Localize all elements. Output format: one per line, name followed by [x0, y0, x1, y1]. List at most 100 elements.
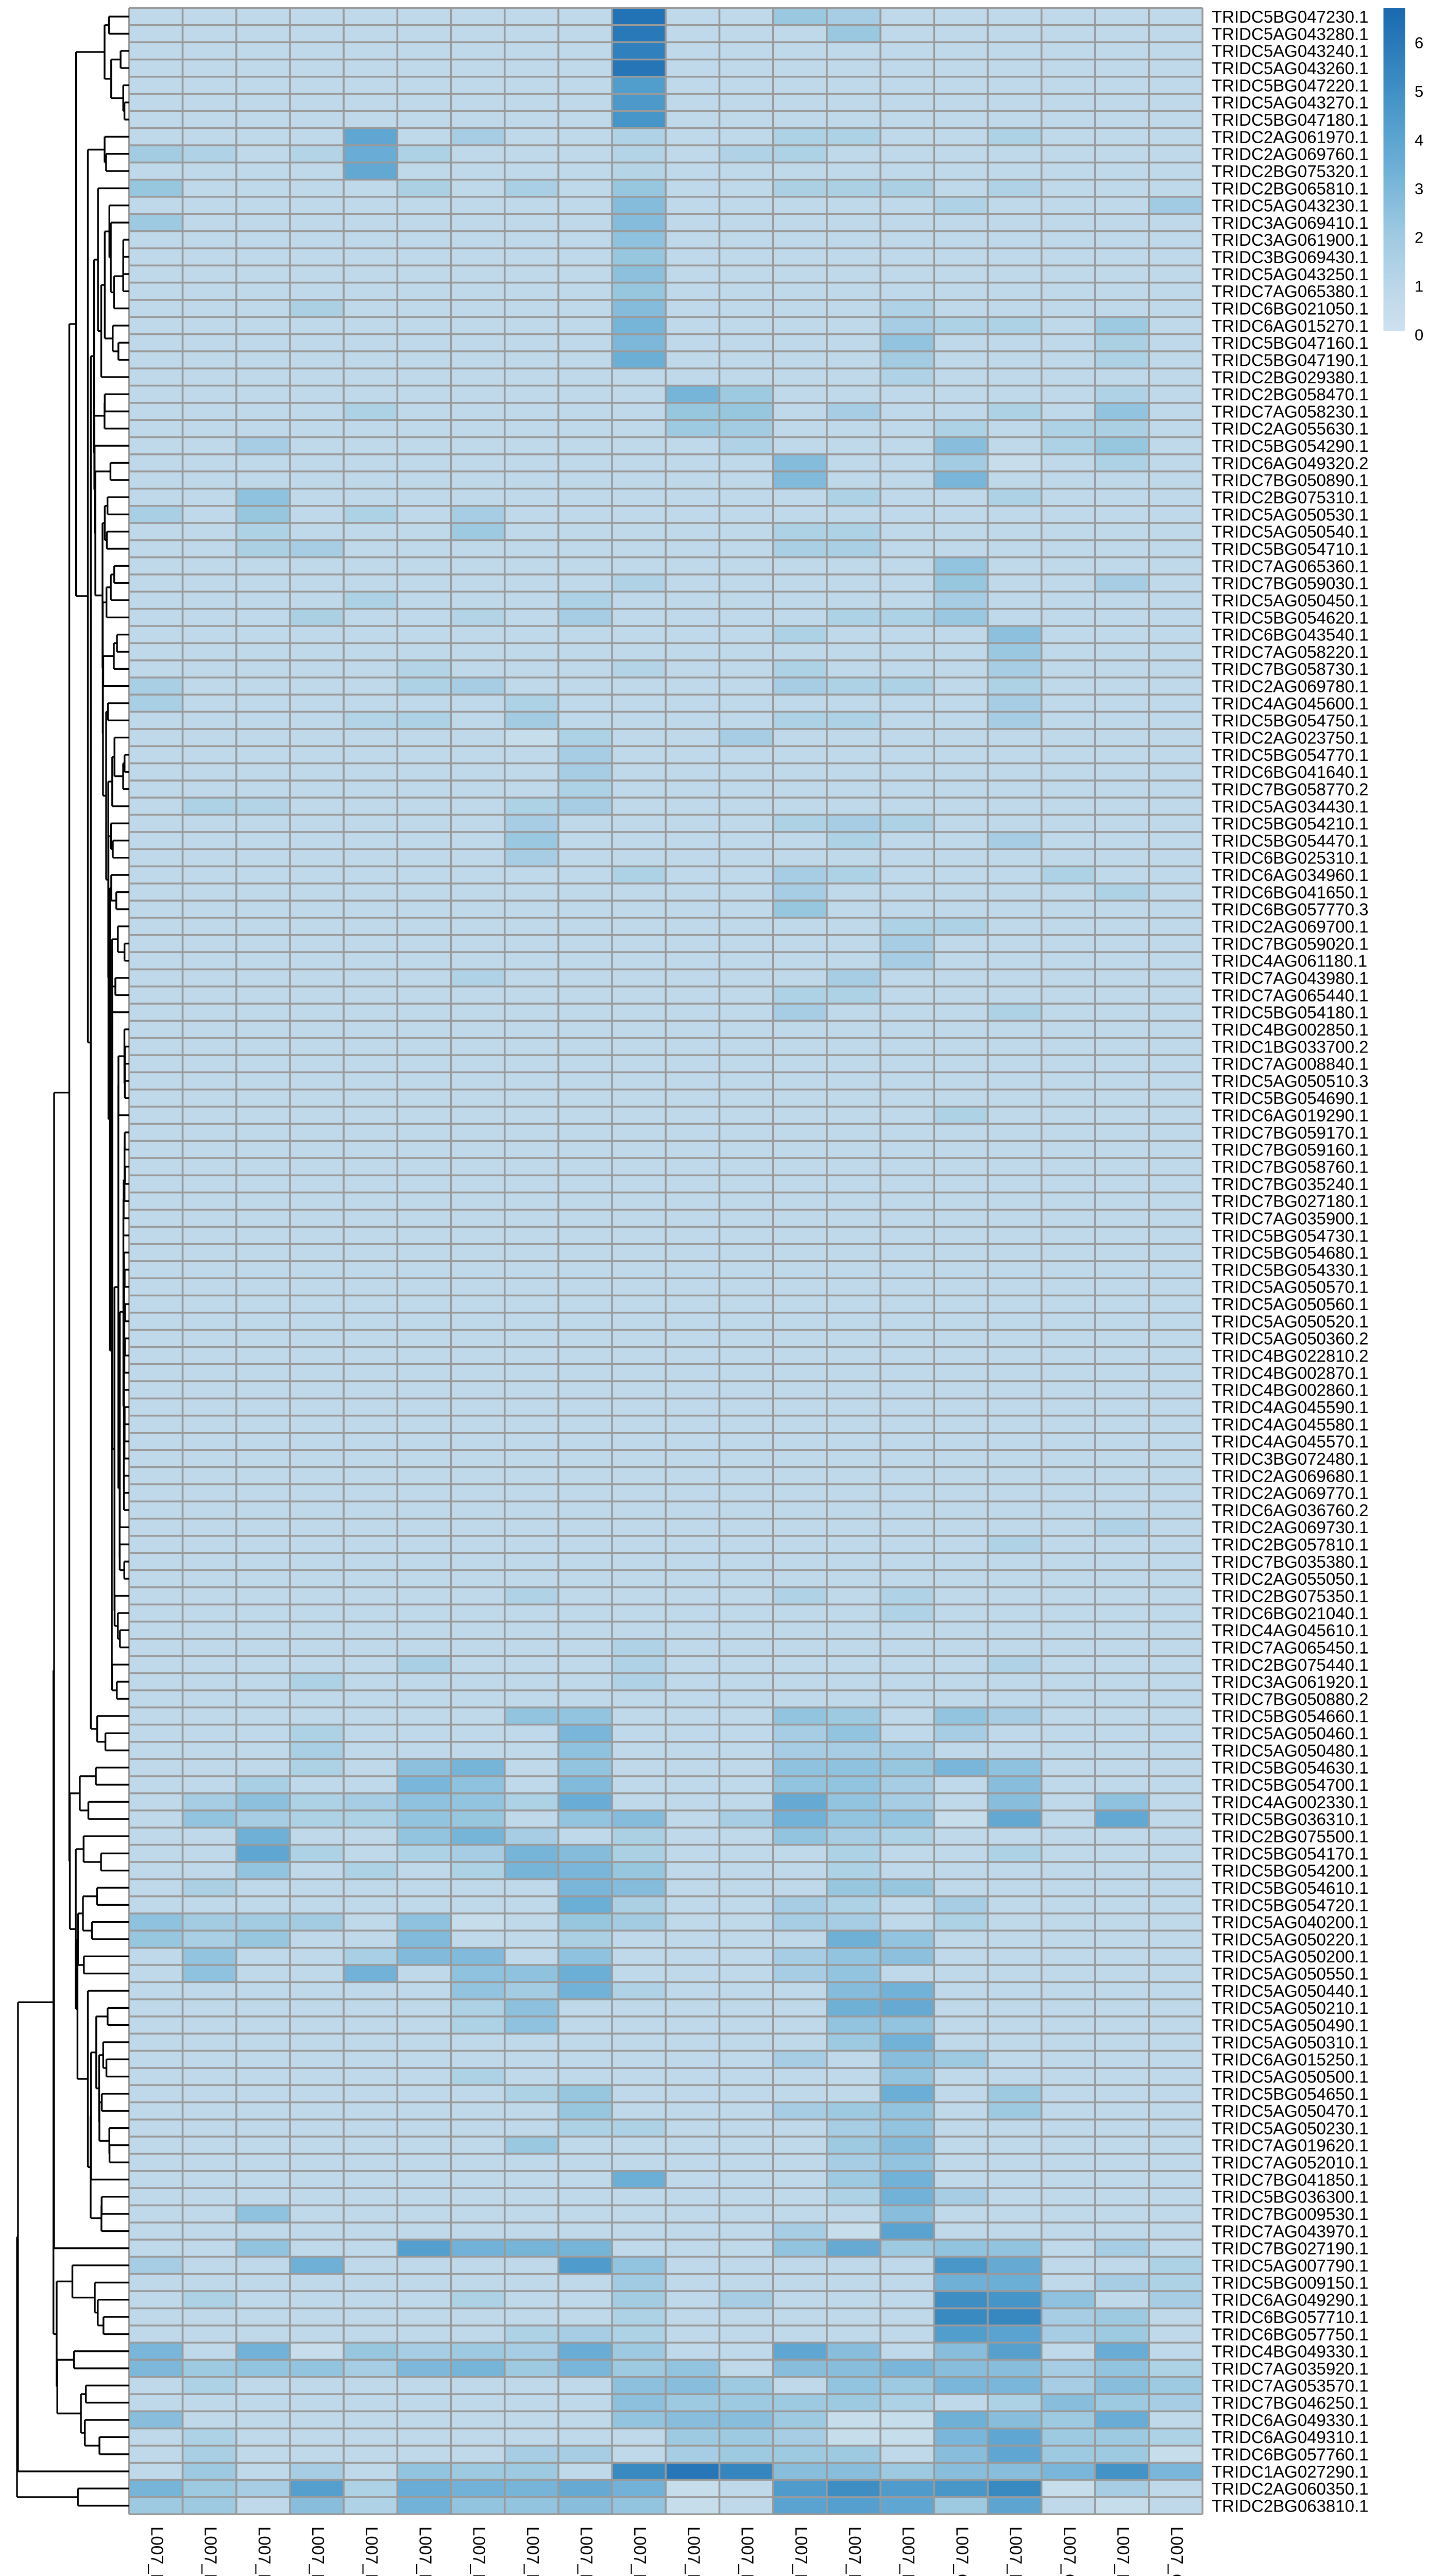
svg-text:L007_DS_2cm: L007_DS_2cm — [255, 2527, 274, 2576]
svg-text:TRIDC3BG069430.1: TRIDC3BG069430.1 — [1212, 248, 1369, 267]
svg-text:TRIDC4BG022810.2: TRIDC4BG022810.2 — [1212, 1346, 1369, 1365]
svg-text:TRIDC5BG054170.1: TRIDC5BG054170.1 — [1212, 1844, 1369, 1863]
svg-text:TRIDC2BG065810.1: TRIDC2BG065810.1 — [1212, 179, 1369, 198]
svg-text:TRIDC5BG054660.1: TRIDC5BG054660.1 — [1212, 1707, 1369, 1726]
svg-text:TRIDC2BG075440.1: TRIDC2BG075440.1 — [1212, 1655, 1369, 1674]
svg-text:TRIDC5BG054470.1: TRIDC5BG054470.1 — [1212, 831, 1369, 850]
svg-text:TRIDC7AG053570.1: TRIDC7AG053570.1 — [1212, 2376, 1369, 2395]
svg-text:TRIDC2AG069770.1: TRIDC2AG069770.1 — [1212, 1484, 1369, 1503]
svg-text:L007_Grain_134days: L007_Grain_134days — [1167, 2527, 1186, 2576]
svg-text:2: 2 — [1415, 228, 1423, 246]
svg-text:TRIDC5AG050500.1: TRIDC5AG050500.1 — [1212, 2067, 1369, 2087]
svg-text:TRIDC7AG043970.1: TRIDC7AG043970.1 — [1212, 2222, 1369, 2241]
svg-text:TRIDC5AG007790.1: TRIDC5AG007790.1 — [1212, 2256, 1369, 2275]
svg-text:L007_Leaf_77days: L007_Leaf_77days — [738, 2527, 757, 2576]
svg-text:L007_Root_20days: L007_Root_20days — [631, 2527, 650, 2576]
svg-text:TRIDC5BG047230.1: TRIDC5BG047230.1 — [1212, 7, 1369, 26]
svg-text:TRIDC5AG043230.1: TRIDC5AG043230.1 — [1212, 196, 1369, 215]
svg-text:TRIDC2AG069730.1: TRIDC2AG069730.1 — [1212, 1518, 1369, 1537]
svg-text:TRIDC2BG063810.1: TRIDC2BG063810.1 — [1212, 2497, 1369, 2516]
svg-text:TRIDC5BG054680.1: TRIDC5BG054680.1 — [1212, 1243, 1369, 1262]
svg-text:TRIDC5AG050550.1: TRIDC5AG050550.1 — [1212, 1964, 1369, 1984]
svg-text:TRIDC6BG057770.3: TRIDC6BG057770.3 — [1212, 900, 1369, 919]
svg-text:TRIDC2AG055630.1: TRIDC2AG055630.1 — [1212, 419, 1369, 438]
svg-text:L007_Flower_110days: L007_Flower_110days — [845, 2527, 864, 2576]
svg-text:L007_DS_5cm: L007_DS_5cm — [523, 2527, 542, 2576]
svg-text:TRIDC5AG043250.1: TRIDC5AG043250.1 — [1212, 265, 1369, 284]
svg-text:TRIDC5AG050200.1: TRIDC5AG050200.1 — [1212, 1947, 1369, 1966]
svg-text:3: 3 — [1415, 180, 1423, 198]
svg-text:TRIDC7BG041850.1: TRIDC7BG041850.1 — [1212, 2170, 1369, 2189]
svg-text:TRIDC7AG019620.1: TRIDC7AG019620.1 — [1212, 2136, 1369, 2155]
svg-text:TRIDC6AG015270.1: TRIDC6AG015270.1 — [1212, 316, 1369, 335]
svg-text:TRIDC7BG050880.2: TRIDC7BG050880.2 — [1212, 1689, 1369, 1708]
svg-text:TRIDC6AG049320.2: TRIDC6AG049320.2 — [1212, 453, 1369, 472]
svg-text:TRIDC5AG050570.1: TRIDC5AG050570.1 — [1212, 1278, 1369, 1297]
svg-text:TRIDC4BG002850.1: TRIDC4BG002850.1 — [1212, 1020, 1369, 1039]
svg-text:TRIDC5BG047220.1: TRIDC5BG047220.1 — [1212, 76, 1369, 95]
svg-text:TRIDC7BG059170.1: TRIDC7BG059170.1 — [1212, 1123, 1369, 1142]
svg-text:L007_Flagleaf_134days: L007_Flagleaf_134days — [1114, 2527, 1133, 2576]
svg-text:TRIDC2AG061970.1: TRIDC2AG061970.1 — [1212, 127, 1369, 146]
svg-text:TRIDC5BG054180.1: TRIDC5BG054180.1 — [1212, 1003, 1369, 1022]
svg-text:TRIDC7AG065440.1: TRIDC7AG065440.1 — [1212, 986, 1369, 1005]
svg-text:TRIDC4AG061180.1: TRIDC4AG061180.1 — [1212, 952, 1367, 971]
svg-text:TRIDC5AG050440.1: TRIDC5AG050440.1 — [1212, 1981, 1369, 2001]
svg-text:TRIDC6BG021040.1: TRIDC6BG021040.1 — [1212, 1604, 1369, 1623]
svg-text:TRIDC5AG050360.2: TRIDC5AG050360.2 — [1212, 1329, 1369, 1348]
svg-text:TRIDC5BG054700.1: TRIDC5BG054700.1 — [1212, 1775, 1369, 1794]
svg-text:TRIDC5BG009150.1: TRIDC5BG009150.1 — [1212, 2273, 1369, 2292]
svg-text:TRIDC2BG057810.1: TRIDC2BG057810.1 — [1212, 1535, 1369, 1554]
svg-text:TRIDC6BG025310.1: TRIDC6BG025310.1 — [1212, 849, 1369, 868]
svg-text:TRIDC3BG072480.1: TRIDC3BG072480.1 — [1212, 1449, 1369, 1468]
svg-text:5: 5 — [1415, 82, 1423, 100]
svg-text:TRIDC7BG035380.1: TRIDC7BG035380.1 — [1212, 1552, 1369, 1571]
svg-text:TRIDC5AG043260.1: TRIDC5AG043260.1 — [1212, 59, 1369, 78]
svg-text:L007_DS_1.5cm: L007_DS_1.5cm — [201, 2527, 220, 2576]
svg-text:TRIDC6AG049290.1: TRIDC6AG049290.1 — [1212, 2291, 1369, 2310]
svg-text:L007_DS_3.5cm: L007_DS_3.5cm — [416, 2527, 435, 2576]
svg-text:TRIDC5AG050490.1: TRIDC5AG050490.1 — [1212, 2016, 1369, 2035]
svg-text:TRIDC7BG058760.1: TRIDC7BG058760.1 — [1212, 1158, 1369, 1177]
svg-text:TRIDC5AG050540.1: TRIDC5AG050540.1 — [1212, 522, 1369, 541]
svg-text:TRIDC5AG050510.3: TRIDC5AG050510.3 — [1212, 1072, 1369, 1091]
svg-text:TRIDC5BG054330.1: TRIDC5BG054330.1 — [1212, 1260, 1369, 1279]
svg-text:TRIDC6AG015250.1: TRIDC6AG015250.1 — [1212, 2050, 1369, 2069]
svg-text:TRIDC7AG043980.1: TRIDC7AG043980.1 — [1212, 969, 1369, 988]
svg-text:TRIDC4BG049330.1: TRIDC4BG049330.1 — [1212, 2342, 1369, 2361]
svg-text:TRIDC4AG045570.1: TRIDC4AG045570.1 — [1212, 1432, 1369, 1451]
svg-text:TRIDC5BG047180.1: TRIDC5BG047180.1 — [1212, 110, 1369, 129]
svg-text:TRIDC3AG061900.1: TRIDC3AG061900.1 — [1212, 230, 1369, 249]
svg-text:TRIDC5AG043280.1: TRIDC5AG043280.1 — [1212, 24, 1369, 43]
svg-text:TRIDC7BG027180.1: TRIDC7BG027180.1 — [1212, 1192, 1369, 1211]
svg-text:TRIDC5AG050210.1: TRIDC5AG050210.1 — [1212, 1998, 1369, 2018]
svg-text:TRIDC6AG034960.1: TRIDC6AG034960.1 — [1212, 866, 1369, 885]
svg-text:TRIDC5AG050310.1: TRIDC5AG050310.1 — [1212, 2033, 1369, 2052]
svg-text:TRIDC5AG043240.1: TRIDC5AG043240.1 — [1212, 42, 1369, 61]
svg-text:TRIDC5BG054650.1: TRIDC5BG054650.1 — [1212, 2084, 1369, 2104]
svg-text:TRIDC7BG059160.1: TRIDC7BG059160.1 — [1212, 1140, 1369, 1159]
svg-text:TRIDC4BG002870.1: TRIDC4BG002870.1 — [1212, 1363, 1369, 1382]
svg-text:TRIDC3AG061920.1: TRIDC3AG061920.1 — [1212, 1672, 1369, 1691]
svg-text:6: 6 — [1415, 33, 1423, 52]
svg-text:TRIDC6BG043540.1: TRIDC6BG043540.1 — [1212, 625, 1369, 645]
svg-text:TRIDC7BG009530.1: TRIDC7BG009530.1 — [1212, 2205, 1369, 2224]
svg-text:TRIDC6BG021050.1: TRIDC6BG021050.1 — [1212, 299, 1369, 318]
svg-text:TRIDC5BG054710.1: TRIDC5BG054710.1 — [1212, 539, 1369, 558]
svg-text:TRIDC4AG045610.1: TRIDC4AG045610.1 — [1212, 1621, 1369, 1640]
svg-text:L007_DS_3cm: L007_DS_3cm — [362, 2527, 381, 2576]
svg-text:TRIDC2BG075310.1: TRIDC2BG075310.1 — [1212, 488, 1369, 507]
svg-text:TRIDC2AG060350.1: TRIDC2AG060350.1 — [1212, 2479, 1369, 2498]
svg-text:TRIDC5BG054630.1: TRIDC5BG054630.1 — [1212, 1758, 1369, 1777]
svg-text:TRIDC7BG050890.1: TRIDC7BG050890.1 — [1212, 471, 1369, 490]
svg-text:TRIDC6AG049310.1: TRIDC6AG049310.1 — [1212, 2428, 1369, 2447]
svg-text:L007_Flower_112days: L007_Flower_112days — [899, 2527, 918, 2576]
svg-text:TRIDC5BG047190.1: TRIDC5BG047190.1 — [1212, 351, 1369, 370]
svg-text:TRIDC5BG054770.1: TRIDC5BG054770.1 — [1212, 745, 1369, 765]
svg-text:TRIDC5BG036310.1: TRIDC5BG036310.1 — [1212, 1810, 1369, 1829]
svg-text:TRIDC2BG029380.1: TRIDC2BG029380.1 — [1212, 368, 1369, 387]
svg-text:TRIDC2AG069700.1: TRIDC2AG069700.1 — [1212, 917, 1369, 936]
svg-text:TRIDC6BG057760.1: TRIDC6BG057760.1 — [1212, 2445, 1369, 2464]
svg-text:TRIDC4AG045590.1: TRIDC4AG045590.1 — [1212, 1398, 1369, 1417]
svg-text:TRIDC7AG058230.1: TRIDC7AG058230.1 — [1212, 402, 1369, 421]
